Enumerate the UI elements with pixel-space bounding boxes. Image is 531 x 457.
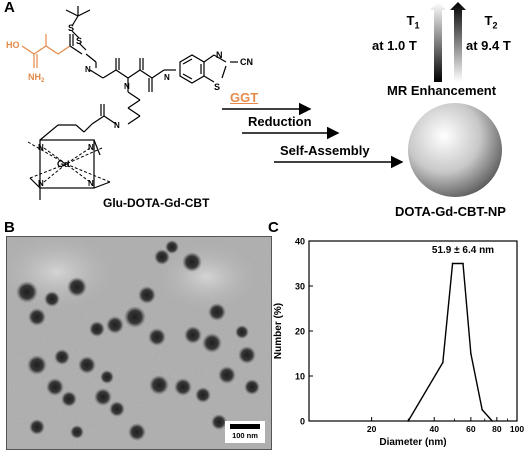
size-distribution-line (407, 262, 493, 422)
y-tick-label: 10 (295, 372, 305, 382)
t2-field: at 9.4 T (466, 38, 511, 53)
tem-nanoparticle (165, 240, 179, 254)
tem-nanoparticle (100, 370, 114, 384)
atom-nh2: NH2 (28, 72, 45, 84)
scale-bar: 100 nm (225, 421, 265, 443)
x-tick-label: 100 (510, 424, 524, 434)
x-tick-label: 40 (429, 424, 439, 434)
atom-cn: CN (240, 57, 253, 67)
step-reduction-label: Reduction (248, 114, 312, 129)
t2-label: T2 (484, 13, 498, 31)
step-self-assembly-label: Self-Assembly (280, 143, 370, 158)
tem-nanoparticle (174, 378, 192, 396)
atom-nh-2: N (124, 82, 130, 91)
data-point (491, 420, 494, 422)
tem-image: 100 nm (6, 236, 272, 450)
tem-nanoparticle (94, 388, 112, 406)
x-axis-title: Diameter (nm) (379, 437, 446, 448)
tem-nanoparticle (211, 414, 227, 430)
glu-dota-gd-cbt-structure: HO NH2 S S N N N N N S CN Gd N N N N (6, 6, 253, 200)
y-tick-label: 30 (295, 282, 305, 292)
atom-s2: S (76, 36, 82, 46)
tem-nanoparticle (61, 391, 77, 407)
tem-nanoparticle (138, 286, 156, 304)
tem-nanoparticle (70, 425, 84, 439)
x-tick-label: 80 (492, 424, 502, 434)
scale-bar-label: 100 nm (232, 431, 258, 440)
atom-dota-n4: N (88, 179, 94, 188)
atom-s-thiazole: S (214, 82, 220, 92)
tem-nanoparticle (202, 333, 222, 353)
tem-nanoparticle (29, 419, 45, 435)
atom-n-thiazole: N (216, 50, 223, 60)
tem-nanoparticle (106, 316, 124, 334)
atom-dota-n3: N (38, 179, 44, 188)
product-label: DOTA-Gd-CBT-NP (395, 204, 506, 219)
tem-nanoparticle (148, 328, 166, 346)
mean-size-annotation: 51.9 ± 6.4 nm (432, 245, 494, 256)
tem-nanoparticle (244, 379, 260, 395)
tem-nanoparticle (89, 321, 105, 337)
panel-label-a: A (4, 0, 15, 16)
data-point (462, 262, 464, 265)
tem-nanoparticle (235, 325, 249, 339)
data-point (442, 361, 444, 364)
scale-bar-line (230, 424, 260, 429)
x-tick-label: 60 (466, 424, 476, 434)
tem-nanoparticle (218, 366, 236, 384)
t1-label: T1 (406, 13, 420, 31)
tem-nanoparticle (44, 291, 60, 307)
tem-nanoparticle (182, 252, 202, 272)
tem-nanoparticle (184, 326, 202, 344)
panel-label-b: B (4, 219, 15, 236)
tem-nanoparticle (109, 401, 125, 417)
chart-frame (308, 240, 518, 422)
atom-nh-3: N (164, 73, 170, 82)
atom-s1: S (68, 23, 74, 33)
panel-label-c: C (268, 219, 279, 236)
atom-gd: Gd (57, 159, 70, 169)
data-point (470, 352, 472, 355)
mr-enhancement-label: MR Enhancement (387, 83, 497, 98)
tem-nanoparticle (46, 378, 64, 396)
tem-nanoparticle (128, 423, 146, 441)
tem-nanoparticle (149, 375, 169, 395)
tem-micrograph (7, 237, 271, 449)
y-tick-label: 0 (300, 417, 305, 427)
step-ggt-label: GGT (230, 90, 259, 105)
tem-nanoparticle (78, 356, 96, 374)
t1-arrow (430, 2, 446, 82)
atom-nh-1: N (85, 65, 91, 74)
x-tick-label: 20 (367, 424, 377, 434)
tem-nanoparticle (67, 277, 87, 297)
tem-nanoparticle (28, 308, 46, 326)
tem-nanoparticle (195, 387, 211, 403)
atom-dota-n2: N (88, 143, 94, 152)
atom-nh-4: N (114, 121, 120, 130)
data-point (451, 262, 454, 265)
tem-nanoparticle (154, 249, 170, 265)
data-point (407, 420, 410, 422)
tem-nanoparticle (54, 349, 70, 365)
tem-nanoparticle (124, 306, 146, 328)
tem-nanoparticle (27, 355, 47, 375)
data-point (481, 408, 483, 411)
compound-label: Glu-DOTA-Gd-CBT (103, 196, 210, 210)
y-tick-label: 40 (295, 237, 305, 247)
y-axis-title: Number (%) (273, 303, 284, 359)
atom-ho: HO (6, 40, 20, 50)
tem-nanoparticle (16, 281, 38, 303)
y-tick-label: 20 (295, 327, 305, 337)
t1-field: at 1.0 T (372, 38, 417, 53)
tem-nanoparticle (208, 303, 226, 321)
t2-arrow (450, 2, 466, 82)
tem-nanoparticle (238, 346, 256, 364)
atom-dota-n1: N (38, 143, 44, 152)
size-distribution-chart: 0 10 20 30 40 20 40 60 80 100 Diameter (nm) Number … (273, 237, 524, 449)
